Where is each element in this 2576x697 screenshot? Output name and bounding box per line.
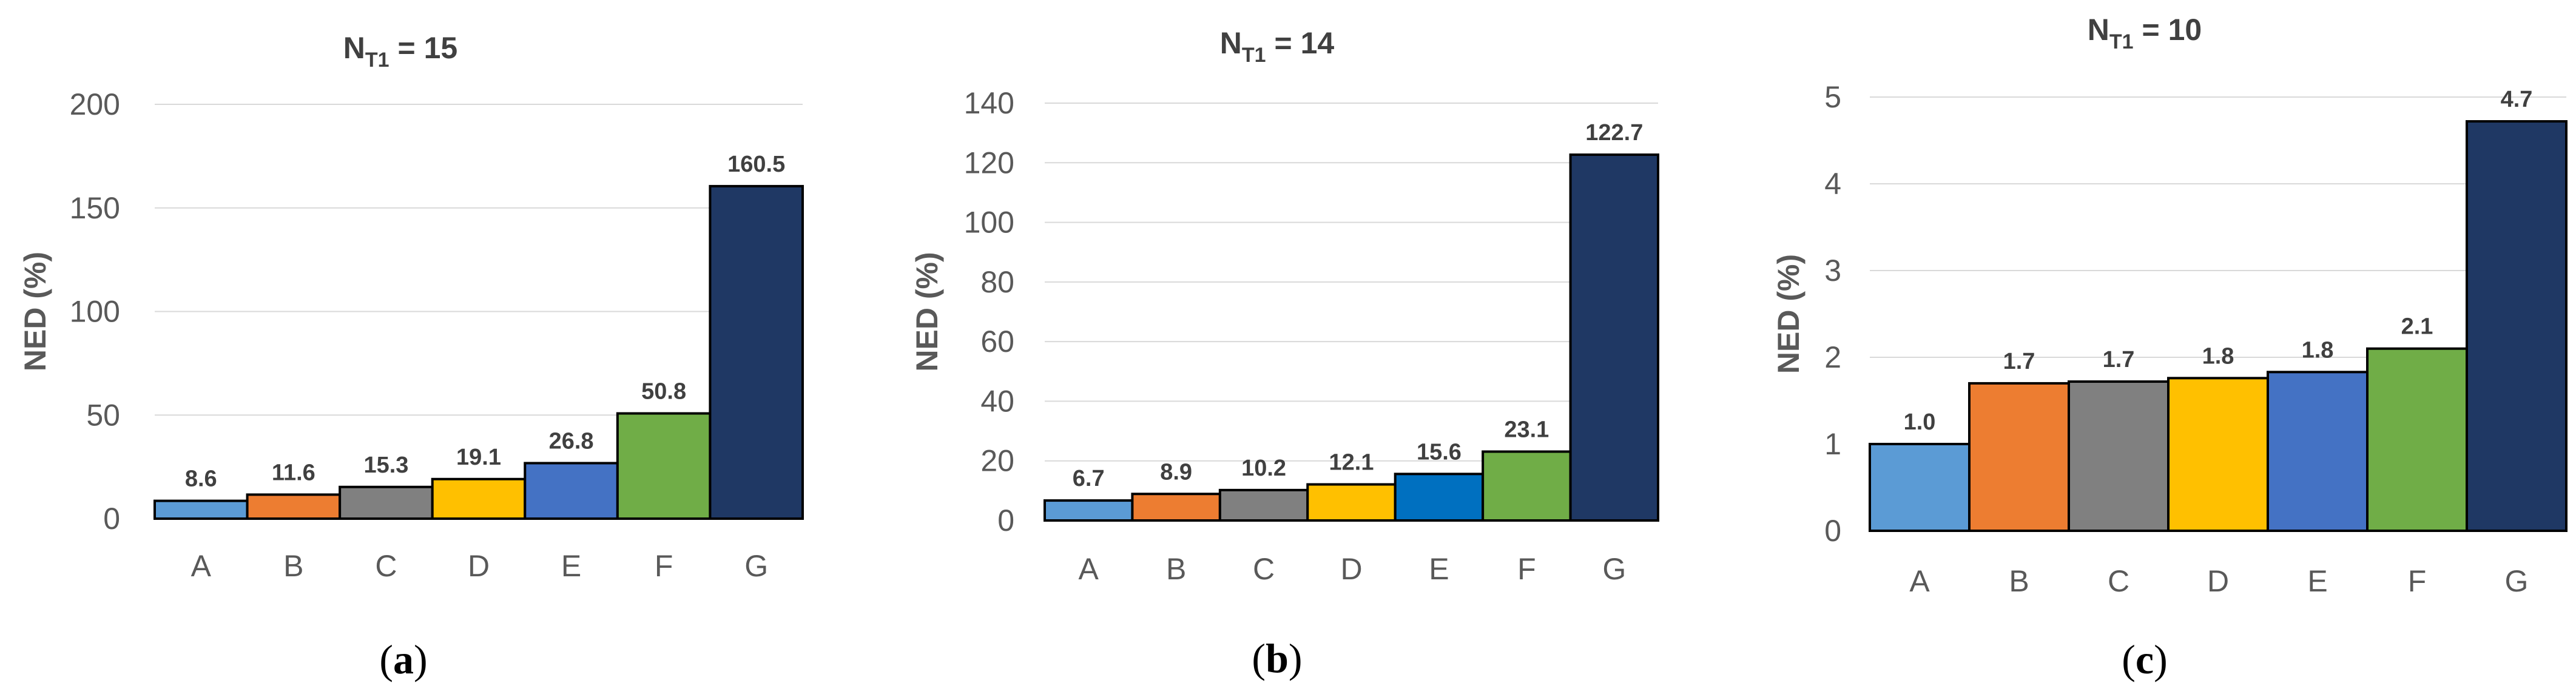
data-label: 50.8	[641, 379, 686, 405]
x-tick-label: D	[468, 549, 490, 583]
y-tick-label: 0	[1824, 514, 1841, 548]
y-axis-label: NED (%)	[1772, 254, 1806, 374]
data-label: 122.7	[1585, 120, 1643, 146]
y-tick-label: 2	[1824, 340, 1841, 374]
data-label: 12.1	[1329, 450, 1374, 476]
chart-title: NT1 = 10	[2088, 13, 2202, 53]
data-label: 15.6	[1417, 439, 1462, 465]
x-tick-label: A	[191, 549, 212, 583]
x-tick-label: A	[1079, 552, 1099, 586]
x-tick-label: C	[1253, 552, 1275, 586]
bar-g	[709, 184, 804, 520]
bar-d	[2167, 377, 2269, 532]
y-tick-label: 0	[103, 502, 120, 536]
data-label: 26.8	[549, 428, 594, 454]
bar-f	[1482, 450, 1572, 522]
x-tick-label: F	[2408, 564, 2427, 598]
data-label: 2.1	[2401, 314, 2433, 340]
bar-e	[2267, 371, 2369, 532]
bar-a	[153, 499, 249, 520]
y-tick-label: 0	[997, 503, 1014, 537]
y-tick-label: 3	[1824, 254, 1841, 288]
x-tick-label: D	[1340, 552, 1362, 586]
data-label: 1.8	[2302, 337, 2334, 363]
bar-b	[1131, 493, 1221, 522]
y-tick-label: 80	[980, 265, 1014, 299]
x-tick-label: B	[2009, 564, 2029, 598]
bar-c	[339, 485, 434, 520]
bar-c	[2068, 380, 2170, 532]
bar-e	[524, 462, 619, 520]
panel-label: (a)	[379, 636, 427, 682]
y-tick-label: 100	[70, 295, 120, 329]
bar-d	[431, 477, 527, 520]
x-tick-label: F	[1517, 552, 1536, 586]
chart-panel-c: NT1 = 10 0 1 2 3 4 5 NED (%) 1.0 A 1.7 B 1.7 C 1.8 D 1.8…	[1772, 13, 2568, 682]
x-tick-label: E	[1429, 552, 1449, 586]
data-label: 10.2	[1241, 456, 1286, 481]
y-tick-label: 120	[964, 146, 1014, 180]
y-tick-label: 100	[964, 206, 1014, 240]
bar-d	[1306, 483, 1397, 522]
bar-c	[1218, 488, 1309, 522]
chart-title: NT1 = 14	[1220, 26, 1335, 67]
data-label: 160.5	[727, 152, 785, 177]
bar-f	[616, 412, 712, 520]
panel-label: (c)	[2122, 636, 2168, 682]
x-tick-label: G	[1602, 552, 1626, 586]
x-tick-label: D	[2207, 564, 2229, 598]
x-tick-label: F	[655, 549, 673, 583]
panel-label: (b)	[1252, 635, 1302, 681]
bar-f	[2366, 347, 2468, 532]
chart-panel-b: NT1 = 14 0 20 40 60 80 100 120 140 NED (%) 6.7 A 8.9…	[910, 26, 1660, 681]
y-tick-label: 40	[980, 384, 1014, 418]
bar-a	[1869, 443, 1971, 532]
bar-e	[1394, 473, 1485, 522]
y-tick-label: 1	[1824, 427, 1841, 461]
chart-panel-a: NT1 = 15 0 50 100 150 200 NED (%) 8.6 A 11.6 B 15.3…	[18, 31, 804, 682]
y-tick-label: 200	[70, 87, 120, 121]
data-label: 1.7	[2103, 347, 2135, 372]
data-label: 1.7	[2003, 349, 2035, 374]
y-axis-label: NED (%)	[18, 252, 52, 371]
x-tick-label: B	[283, 549, 303, 583]
x-tick-label: C	[2108, 564, 2129, 598]
bar-g	[2466, 120, 2568, 533]
x-tick-label: G	[2505, 564, 2529, 598]
y-tick-label: 140	[964, 86, 1014, 120]
x-tick-label: G	[744, 549, 768, 583]
data-label: 6.7	[1073, 466, 1105, 491]
data-label: 1.8	[2202, 343, 2234, 369]
bar-a	[1044, 499, 1134, 522]
data-label: 1.0	[1904, 409, 1936, 435]
y-tick-label: 20	[980, 444, 1014, 478]
data-label: 11.6	[272, 460, 315, 485]
data-label: 8.9	[1160, 459, 1192, 485]
y-axis-label: NED (%)	[910, 252, 944, 371]
x-tick-label: E	[2307, 564, 2327, 598]
data-label: 8.6	[185, 466, 217, 492]
y-tick-label: 50	[86, 398, 120, 432]
data-label: 23.1	[1504, 417, 1549, 442]
bar-b	[1968, 382, 2070, 533]
y-tick-label: 4	[1824, 167, 1841, 201]
x-tick-label: B	[1166, 552, 1186, 586]
y-tick-label: 60	[980, 325, 1014, 359]
y-tick-label: 5	[1824, 80, 1841, 114]
y-tick-label: 150	[70, 191, 120, 225]
chart-title: NT1 = 15	[343, 31, 457, 72]
bar-b	[246, 493, 342, 520]
data-label: 19.1	[456, 445, 501, 470]
x-tick-label: A	[1909, 564, 1930, 598]
bar-g	[1569, 153, 1660, 522]
x-tick-label: E	[561, 549, 581, 583]
data-label: 15.3	[363, 453, 408, 478]
x-tick-label: C	[375, 549, 397, 583]
data-label: 4.7	[2501, 87, 2533, 112]
